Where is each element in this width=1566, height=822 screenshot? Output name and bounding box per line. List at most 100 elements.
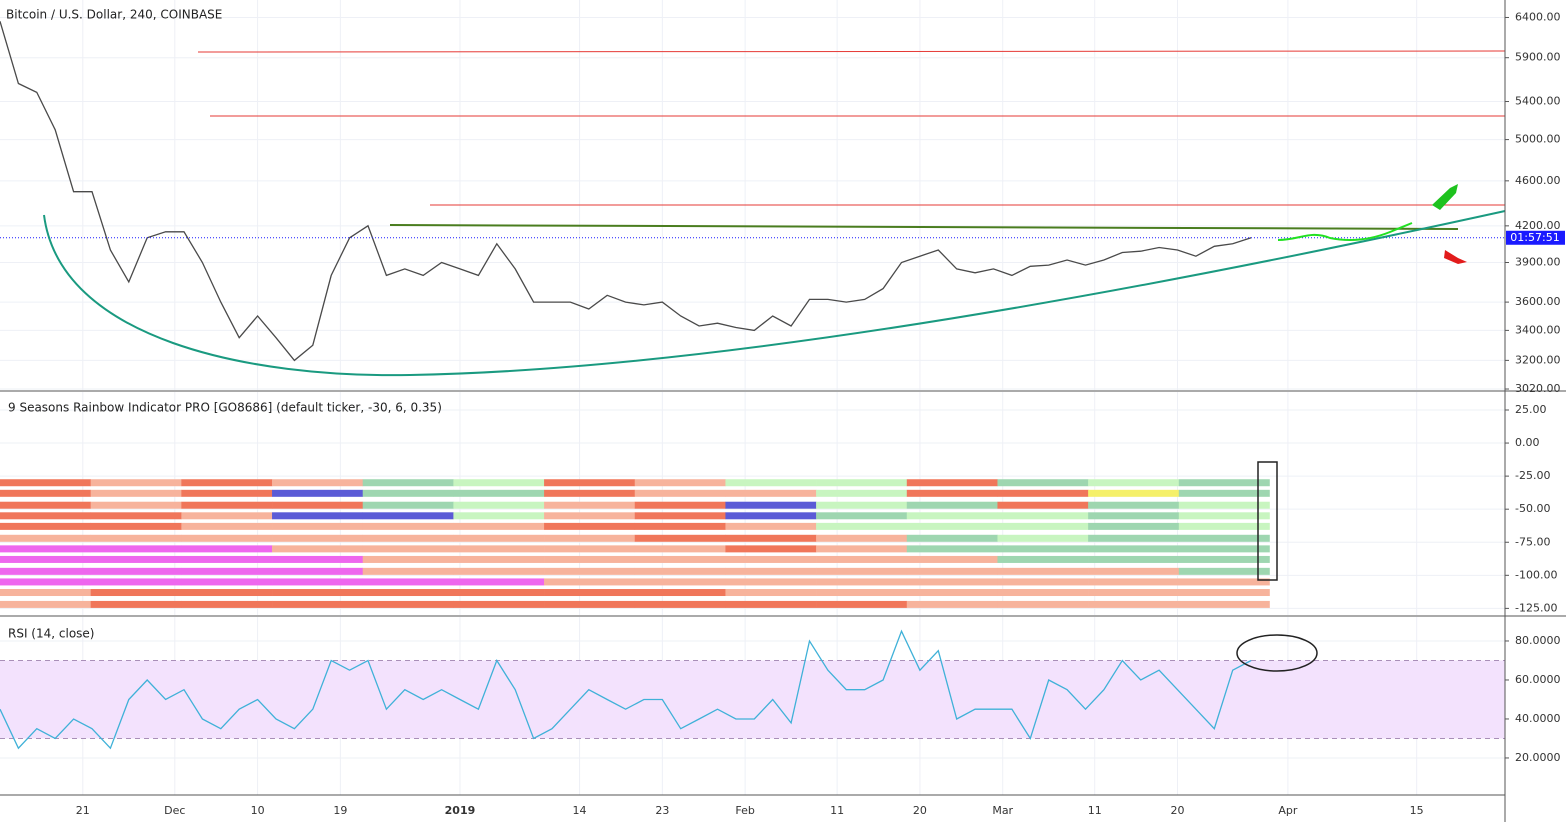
rainbow-segment [90,589,182,597]
rainbow-segment [272,545,364,553]
rainbow-segment [816,545,908,553]
rainbow-segment [544,545,636,553]
rainbow-segment [725,589,817,597]
rainbow-segment [1178,479,1270,487]
rainbow-segment [0,567,91,575]
rainbow-segment [181,501,273,509]
rainbow-segment [272,522,364,530]
rainbow-segment [1178,512,1270,520]
highlight-box [1257,461,1278,581]
y-tick-label: 40.0000 [1515,712,1561,725]
rainbow-segment [544,534,636,542]
y-tick-label: 25.00 [1515,403,1547,416]
x-tick-label: 23 [655,804,669,817]
rainbow-segment [90,578,182,586]
rainbow-segment [181,512,273,520]
y-tick-label: 5000.00 [1515,133,1561,146]
rainbow-segment [1178,555,1270,563]
rainbow-segment [906,589,998,597]
countdown: 01:57:51 [1510,231,1559,244]
rainbow-segment [272,489,364,497]
rainbow-segment [725,534,817,542]
rainbow-segment [816,534,908,542]
rainbow-segment [725,522,817,530]
rainbow-segment [544,501,636,509]
rainbow-segment [181,555,273,563]
y-tick-label: 3020.00 [1515,382,1561,395]
rocket-up [1432,184,1458,210]
rainbow-segment [634,578,726,586]
rainbow-segment [634,600,726,608]
rainbow-segment [725,479,817,487]
rainbow-segment [1178,600,1270,608]
x-tick-label: 15 [1410,804,1424,817]
y-tick-label: 5400.00 [1515,95,1561,108]
rainbow-segment [816,522,908,530]
rainbow-segment [997,522,1089,530]
rainbow-segment [453,578,545,586]
rainbow-segment [906,489,998,497]
rainbow-segment [816,600,908,608]
rainbow-segment [1178,522,1270,530]
rainbow-segment [453,479,545,487]
rainbow-segment [453,489,545,497]
y-tick-label: 4600.00 [1515,174,1561,187]
x-tick-label: Mar [992,804,1013,817]
y-tick-label: -100.00 [1515,568,1557,581]
rainbow-segment [906,545,998,553]
x-tick-label: 21 [76,804,90,817]
rainbow-segment [997,489,1089,497]
rainbow-segment [272,512,364,520]
rainbow-segment [181,589,273,597]
rainbow-segment [1088,589,1180,597]
rainbow-segment [634,545,726,553]
rainbow-segment [634,479,726,487]
rainbow-segment [362,534,454,542]
rainbow-segment [362,555,454,563]
rainbow-segment [725,600,817,608]
rainbow-segment [362,512,454,520]
rainbow-segment [906,479,998,487]
rainbow-segment [0,501,91,509]
rainbow-segment [0,578,91,586]
rainbow-segment [272,555,364,563]
rainbow-segment [816,578,908,586]
rainbow-segment [634,534,726,542]
rainbow-segment [816,479,908,487]
rainbow-segment [544,489,636,497]
x-tick-label: 19 [333,804,347,817]
rainbow-segment [90,555,182,563]
rainbow-segment [1088,479,1180,487]
rainbow-segment [272,567,364,575]
rainbow-segment [997,501,1089,509]
y-tick-label: 0.00 [1515,436,1540,449]
rainbow-segment [725,545,817,553]
rainbow-segment [90,501,182,509]
indicator-title: 9 Seasons Rainbow Indicator PRO [GO8686]… [8,401,442,415]
rainbow-segment [1178,567,1270,575]
rainbow-segment [997,555,1089,563]
rainbow-segment [725,512,817,520]
rainbow-segment [906,512,998,520]
highlight-ellipse [1236,634,1318,672]
rainbow-segment [1088,567,1180,575]
rainbow-segment [0,522,91,530]
rainbow-segment [362,522,454,530]
x-tick-label: 10 [251,804,265,817]
rainbow-segment [544,555,636,563]
rainbow-segment [1088,555,1180,563]
rainbow-segment [453,555,545,563]
rainbow-segment [634,589,726,597]
y-tick-label: -125.00 [1515,601,1557,614]
rainbow-segment [181,489,273,497]
rainbow-segment [997,534,1089,542]
rainbow-segment [634,501,726,509]
rainbow-segment [1088,534,1180,542]
x-tick-label: 11 [1088,804,1102,817]
rainbow-segment [272,600,364,608]
rainbow-segment [1178,578,1270,586]
x-tick-label: 20 [913,804,927,817]
rainbow-segment [181,600,273,608]
